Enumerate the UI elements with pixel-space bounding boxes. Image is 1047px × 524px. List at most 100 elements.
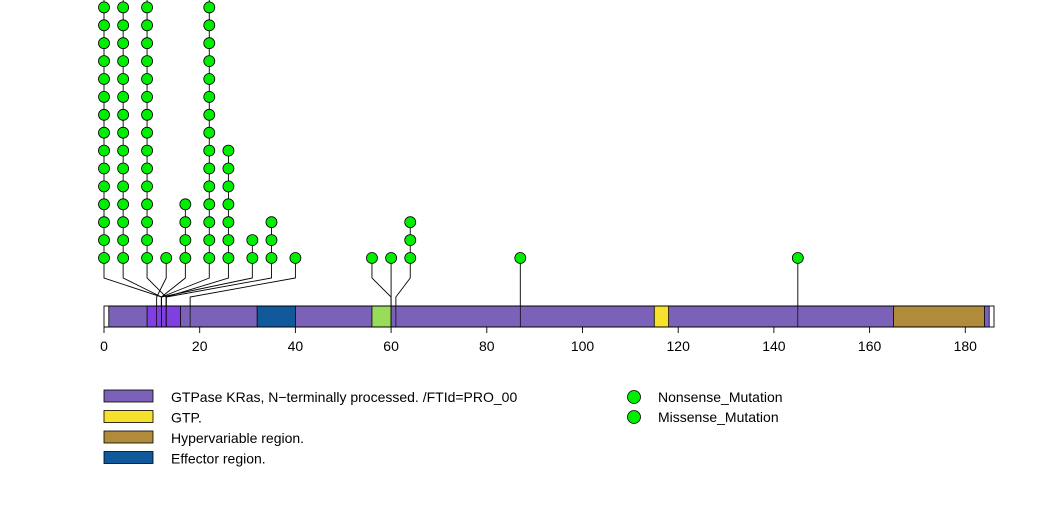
mutation-point [203, 55, 216, 67]
mutation-point [222, 198, 235, 211]
mutation-point [791, 252, 804, 264]
mutation-point [141, 180, 153, 193]
legend-swatch-1 [103, 410, 154, 423]
mutation-point [203, 37, 216, 50]
mutation-point [98, 162, 110, 175]
mutation-point [404, 216, 417, 229]
legend-swatch-0 [103, 389, 154, 403]
x-tick-label-4: 80 [479, 338, 495, 354]
mutation-point [141, 91, 153, 103]
legend: GTPase KRas, N−terminally processed. /FT… [103, 389, 783, 467]
mutation-point [141, 252, 153, 264]
protein-track [103, 305, 995, 328]
legend-label-5: Missense_Mutation [658, 409, 779, 425]
mutation-point [98, 180, 110, 193]
mutation-point [222, 216, 235, 229]
mutation-point [141, 73, 153, 85]
mutation-point [117, 216, 130, 229]
mutation-point [141, 37, 153, 50]
mutation-point [246, 252, 259, 264]
mutation-point [98, 144, 110, 157]
mutation-point [117, 108, 130, 121]
domain-0 [108, 305, 990, 328]
stem-10 [371, 258, 392, 306]
mutation-point [98, 55, 110, 67]
mutation-point [98, 198, 110, 211]
mutation-point [117, 180, 130, 193]
mutation-point [141, 1, 153, 14]
mutation-point [203, 234, 216, 247]
stem-9 [189, 258, 296, 306]
domain-3 [893, 305, 985, 328]
mutation-point [117, 252, 130, 264]
legend-label-1: GTP. [171, 410, 202, 426]
mutation-point [117, 73, 130, 85]
stem-8 [165, 222, 272, 306]
mutation-point [141, 216, 153, 229]
legend-label-0: GTPase KRas, N−terminally processed. /FT… [171, 389, 517, 405]
mutation-point [203, 180, 216, 193]
x-tick-label-8: 160 [858, 338, 882, 354]
x-tick-label-2: 40 [288, 338, 304, 354]
mutation-point [98, 216, 110, 229]
mutation-point [141, 108, 153, 121]
mutation-point [203, 1, 216, 14]
legend-label-3: Effector region. [171, 451, 266, 467]
mutation-point [117, 234, 130, 247]
mutation-point [141, 162, 153, 175]
mutation-point [203, 144, 216, 157]
legend-swatch-3 [103, 451, 154, 464]
mutation-point [222, 234, 235, 247]
x-tick-label-0: 0 [100, 338, 108, 354]
x-tick-label-5: 100 [571, 338, 595, 354]
mutation-point [203, 162, 216, 175]
mutation-point [179, 198, 192, 211]
mutation-point [117, 126, 130, 139]
x-tick-label-1: 20 [192, 338, 208, 354]
x-axis: 0 20 40 60 80 100 120 140 160 180 [100, 326, 977, 354]
mutation-point [404, 252, 417, 264]
stem-0 [103, 0, 162, 306]
motif-1 [371, 305, 392, 328]
mutation-point [98, 108, 110, 121]
mutation-point [117, 198, 130, 211]
mutation-point [98, 126, 110, 139]
x-tick-label-6: 120 [667, 338, 691, 354]
mutation-point [203, 126, 216, 139]
mutation-point [98, 252, 110, 264]
mutation-point [98, 1, 110, 14]
stem-7 [160, 240, 253, 306]
mutation-point [98, 234, 110, 247]
mutation-point [117, 91, 130, 103]
legend-marker-5 [627, 410, 641, 424]
mutation-point [222, 162, 235, 175]
mutation-point [222, 144, 235, 157]
mutation-point [289, 252, 302, 264]
domain-1 [256, 305, 296, 328]
mutation-point [117, 55, 130, 67]
legend-label-2: Hypervariable region. [171, 430, 304, 446]
mutation-point [141, 234, 153, 247]
mutation-point [222, 180, 235, 193]
x-tick-label-7: 140 [762, 338, 786, 354]
mutation-point [385, 252, 397, 264]
mutation-point [179, 252, 192, 264]
mutation-point [404, 234, 417, 247]
mutation-point [141, 55, 153, 67]
mutation-point [98, 91, 110, 103]
mutation-point [203, 216, 216, 229]
mutation-point [141, 19, 153, 32]
legend-label-4: Nonsense_Mutation [658, 389, 783, 405]
x-tick-label-3: 60 [383, 338, 399, 354]
mutation-point [117, 144, 130, 157]
mutation-points [98, 1, 804, 264]
mutation-point [514, 252, 527, 264]
mutation-point [366, 252, 378, 264]
mutation-point [265, 216, 278, 229]
mutation-point [203, 91, 216, 103]
mutation-point [117, 162, 130, 175]
mutation-point [141, 144, 153, 157]
legend-swatch-2 [103, 430, 154, 444]
mutation-point [203, 198, 216, 211]
